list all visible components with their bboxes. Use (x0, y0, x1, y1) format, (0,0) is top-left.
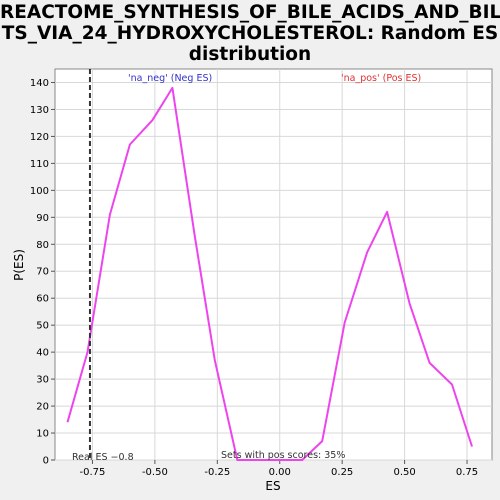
y-tick-label: 140 (30, 78, 49, 89)
es-distribution-line (66, 86, 473, 461)
legend-pos-label: 'na_pos' (Pos ES) (341, 73, 421, 84)
legend-neg-label: 'na_neg' (Neg ES) (128, 73, 212, 84)
y-tick-label: 80 (36, 240, 49, 251)
y-tick-label: 0 (43, 456, 49, 467)
chart-title-line-3: distribution (188, 44, 312, 65)
y-tick-label: 110 (30, 159, 49, 170)
y-axis-title: P(ES) (12, 249, 26, 281)
y-tick-label: 90 (36, 213, 49, 224)
y-tick-label: 60 (36, 294, 49, 305)
x-tick-label: -0.75 (80, 467, 106, 478)
x-axis-title: ES (265, 479, 280, 493)
x-tick-label: 0.50 (393, 467, 415, 478)
annotation-layer: 'na_neg' (Neg ES) 'na_pos' (Pos ES) Real… (72, 69, 421, 463)
y-tick-label: 20 (36, 402, 49, 413)
y-tick-label: 30 (36, 375, 49, 386)
pos-scores-label: Sets with pos scores: 35% (221, 450, 345, 461)
x-tick-label: 0.75 (456, 467, 478, 478)
chart-title-line-1: REACTOME_SYNTHESIS_OF_BILE_ACIDS_AND_BIL… (0, 2, 500, 23)
chart-title: REACTOME_SYNTHESIS_OF_BILE_ACIDS_AND_BIL… (0, 2, 500, 65)
x-tick-label: 0.00 (269, 467, 291, 478)
plot-area (54, 68, 493, 461)
y-tick-label: 120 (30, 132, 49, 143)
y-tick-label: 50 (36, 321, 49, 332)
x-tick-label: 0.25 (331, 467, 353, 478)
y-tick-label: 10 (36, 429, 49, 440)
chart-title-line-2: TS_VIA_24_HYDROXYCHOLESTEROL: Random ES (1, 23, 499, 44)
x-tick-label: -0.25 (204, 467, 230, 478)
x-tick-label: -0.50 (142, 467, 168, 478)
y-tick-label: 130 (30, 105, 49, 116)
series-layer (66, 86, 473, 461)
real-es-label: Real ES −0.8 (72, 452, 134, 463)
y-tick-label: 40 (36, 348, 49, 359)
y-tick-label: 70 (36, 267, 49, 278)
axis-layer: -0.75 -0.50 -0.25 0.00 0.25 0.50 0.75 0 10 20 30 40… (30, 78, 478, 478)
y-tick-label: 100 (30, 186, 49, 197)
